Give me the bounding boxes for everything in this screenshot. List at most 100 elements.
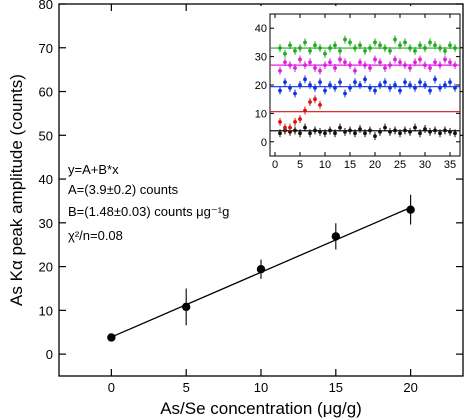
- inset-point: [303, 77, 307, 82]
- inset-point: [293, 91, 297, 96]
- inset-y-tick-label: 10: [255, 108, 267, 120]
- inset-point: [373, 88, 377, 93]
- inset-point: [328, 128, 332, 133]
- fit-parameter-a: A=(3.9±0.2) counts: [68, 182, 179, 197]
- inset-point: [363, 131, 367, 136]
- inset-point: [338, 125, 342, 130]
- inset-point: [283, 60, 287, 65]
- y-tick-label: 30: [39, 216, 53, 231]
- inset-point: [413, 125, 417, 130]
- inset-point: [288, 63, 292, 68]
- inset-point: [368, 128, 372, 133]
- inset-point: [428, 66, 432, 70]
- x-tick-label: 0: [108, 380, 115, 395]
- inset-point: [308, 60, 312, 65]
- inset-point: [283, 125, 287, 130]
- inset-point: [393, 83, 397, 87]
- inset-point: [453, 63, 457, 68]
- inset-point: [338, 49, 342, 53]
- inset-point: [293, 120, 297, 124]
- inset-point: [298, 117, 302, 121]
- y-tick-label: 50: [39, 128, 53, 143]
- inset-point: [428, 88, 432, 93]
- inset-point: [373, 40, 377, 45]
- inset-point: [318, 80, 322, 85]
- inset-series: [270, 35, 460, 58]
- inset-point: [403, 40, 407, 45]
- inset-point: [278, 120, 282, 124]
- inset-x-tick-label: 5: [297, 159, 303, 171]
- inset-point: [388, 129, 392, 134]
- x-tick-label: 20: [403, 380, 417, 395]
- inset-point: [348, 63, 352, 68]
- inset-point: [348, 128, 352, 133]
- inset-point: [383, 46, 387, 50]
- inset-point: [358, 83, 362, 87]
- inset-point: [323, 51, 327, 56]
- inset-y-tick-label: 20: [255, 80, 267, 92]
- inset-point: [448, 43, 452, 48]
- inset-point: [393, 128, 397, 133]
- inset-point: [373, 134, 377, 139]
- inset-point: [343, 129, 347, 134]
- inset-point: [413, 49, 417, 53]
- inset-point: [403, 80, 407, 85]
- inset-point: [338, 80, 342, 85]
- inset-point: [298, 46, 302, 50]
- inset-point: [453, 85, 457, 90]
- inset-point: [333, 131, 337, 136]
- inset-point: [398, 60, 402, 65]
- inset-y-tick-label: 40: [255, 23, 267, 35]
- inset-point: [433, 77, 437, 82]
- inset-point: [318, 46, 322, 50]
- inset-point: [368, 66, 372, 70]
- inset-point: [448, 129, 452, 134]
- y-tick-label: 80: [39, 0, 53, 12]
- data-point: [406, 205, 415, 214]
- inset-point: [383, 66, 387, 70]
- inset-point: [303, 125, 307, 130]
- inset-point: [378, 83, 382, 87]
- inset-y-tick-label: 30: [255, 52, 267, 64]
- y-tick-label: 70: [39, 41, 53, 56]
- inset-point: [283, 51, 287, 56]
- y-tick-label: 60: [39, 85, 53, 100]
- data-points-group: [107, 194, 415, 342]
- fit-parameter-b: B=(1.48±0.03) counts μg⁻¹g: [68, 204, 229, 219]
- inset-x-tick-label: 10: [319, 159, 331, 171]
- inset-point: [308, 100, 312, 104]
- inset-point: [388, 63, 392, 68]
- inset-series: [270, 55, 460, 75]
- inset-point: [328, 60, 332, 65]
- inset-point: [433, 60, 437, 65]
- inset-point: [423, 46, 427, 50]
- inset-point: [338, 57, 342, 62]
- inset-point: [368, 46, 372, 50]
- inset-point: [428, 129, 432, 134]
- inset-point: [418, 43, 422, 48]
- inset-point: [318, 68, 322, 73]
- y-tick-label: 40: [39, 172, 53, 187]
- inset-point: [423, 63, 427, 68]
- inset-point: [408, 46, 412, 50]
- inset-point: [323, 63, 327, 68]
- inset-point: [453, 46, 457, 50]
- inset-point: [328, 83, 332, 87]
- inset-point: [393, 57, 397, 62]
- inset-point: [423, 127, 427, 131]
- inset-series-group: [270, 35, 460, 141]
- inset-point: [418, 80, 422, 85]
- inset-point: [363, 49, 367, 53]
- inset-point: [438, 85, 442, 90]
- inset-point: [298, 131, 302, 136]
- inset-x-tick-label: 20: [369, 159, 381, 171]
- y-tick-label: 10: [39, 303, 53, 318]
- inset-point: [443, 57, 447, 62]
- inset-point: [413, 85, 417, 90]
- inset-point: [373, 57, 377, 62]
- inset-point: [288, 125, 292, 130]
- inset-point: [278, 46, 282, 50]
- inset-point: [343, 37, 347, 42]
- inset-x-tick-label: 30: [419, 159, 431, 171]
